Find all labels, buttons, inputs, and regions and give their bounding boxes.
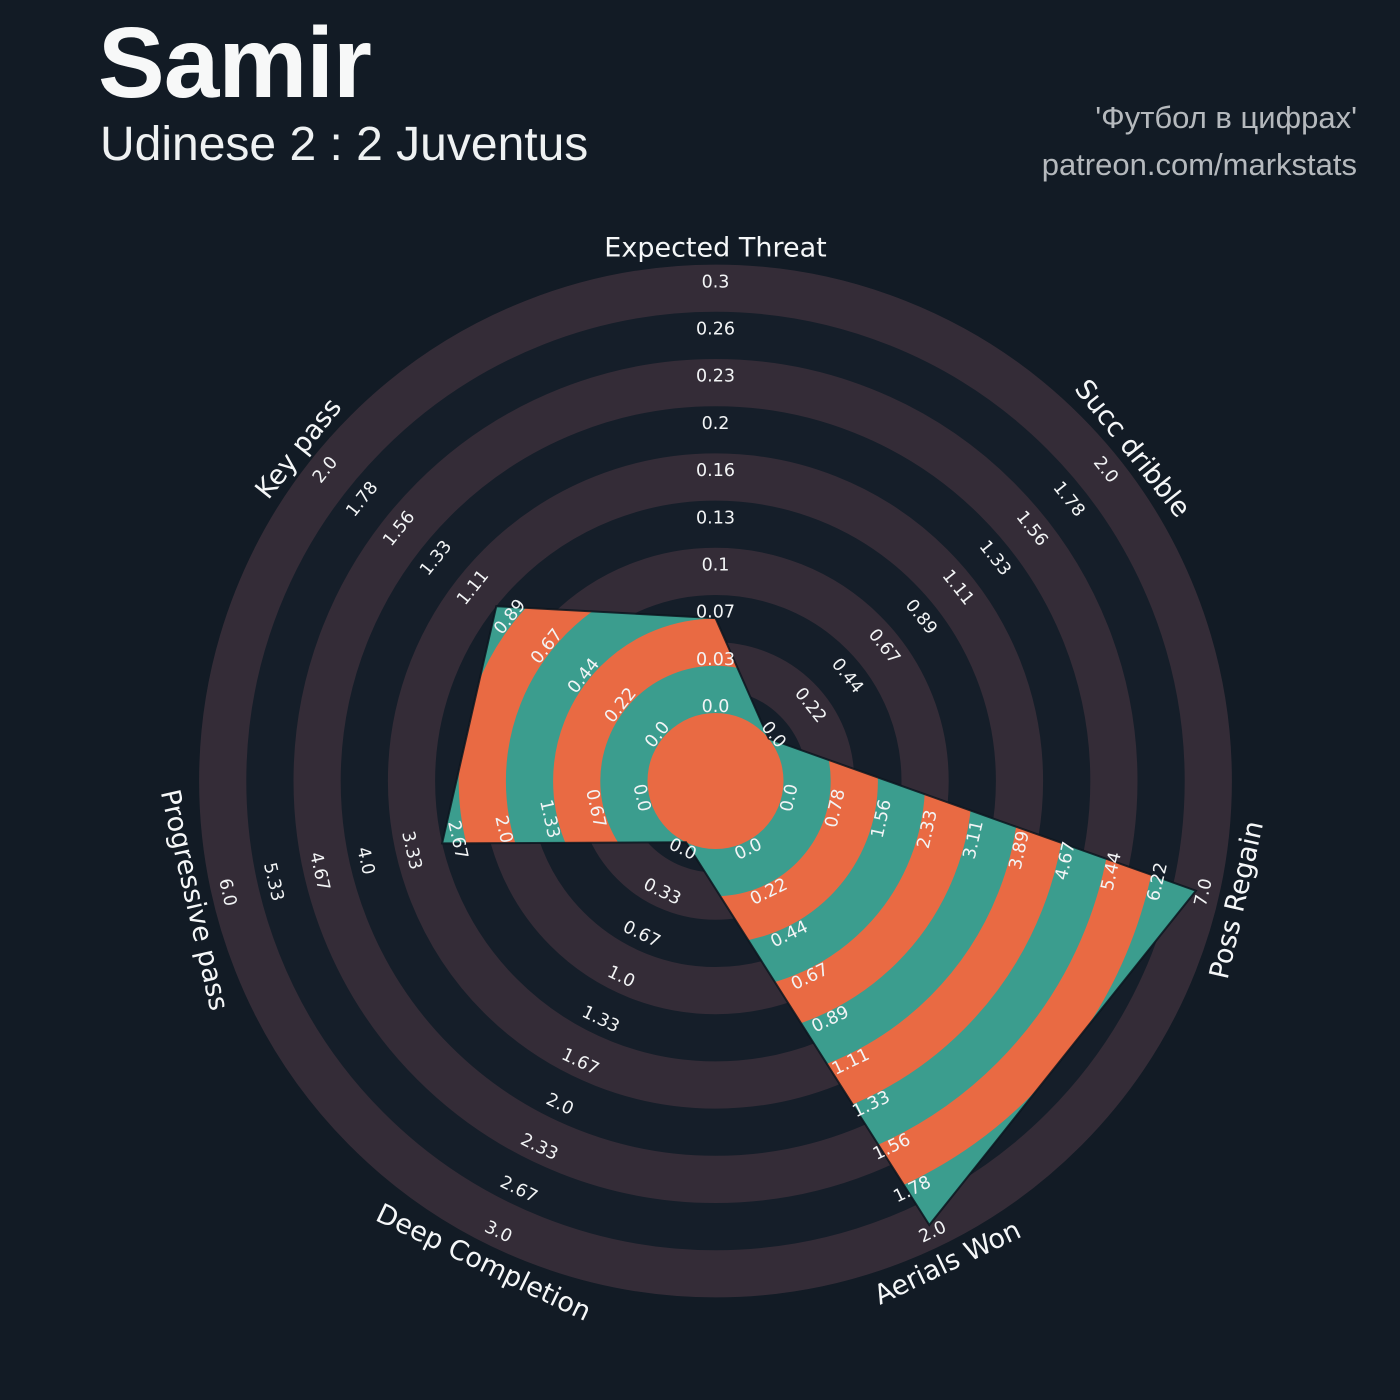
axis-label-expected-threat: Expected Threat bbox=[604, 232, 826, 263]
watermark: 'Футбол в цифрах' patreon.com/markstats bbox=[1042, 94, 1357, 188]
radar-orange-ring bbox=[647, 713, 784, 849]
tick-label: 0.13 bbox=[696, 508, 735, 528]
tick-label: 0.3 bbox=[702, 272, 730, 292]
page-title: Samir bbox=[98, 7, 372, 119]
radar-polygon-outline bbox=[440, 605, 1198, 1227]
watermark-link: patreon.com/markstats bbox=[1041, 147, 1357, 182]
radar-ring-band bbox=[293, 359, 1138, 1203]
tick-label: 0.2 bbox=[702, 414, 730, 434]
match-subtitle: Udinese 2 : 2 Juventus bbox=[100, 118, 589, 171]
tick-label: 0.03 bbox=[696, 650, 735, 670]
tick-label: 0.23 bbox=[696, 367, 735, 387]
tick-label: 0.26 bbox=[696, 320, 735, 340]
tick-label: 0.1 bbox=[702, 556, 730, 576]
tick-label: 0.16 bbox=[696, 461, 735, 481]
tick-label: 0.07 bbox=[696, 603, 735, 623]
watermark-brand: 'Футбол в цифрах' bbox=[1095, 100, 1357, 135]
radar-ring-band bbox=[199, 264, 1232, 1298]
radar-ring-band bbox=[387, 453, 1044, 1109]
tick-label: 0.0 bbox=[702, 697, 730, 717]
